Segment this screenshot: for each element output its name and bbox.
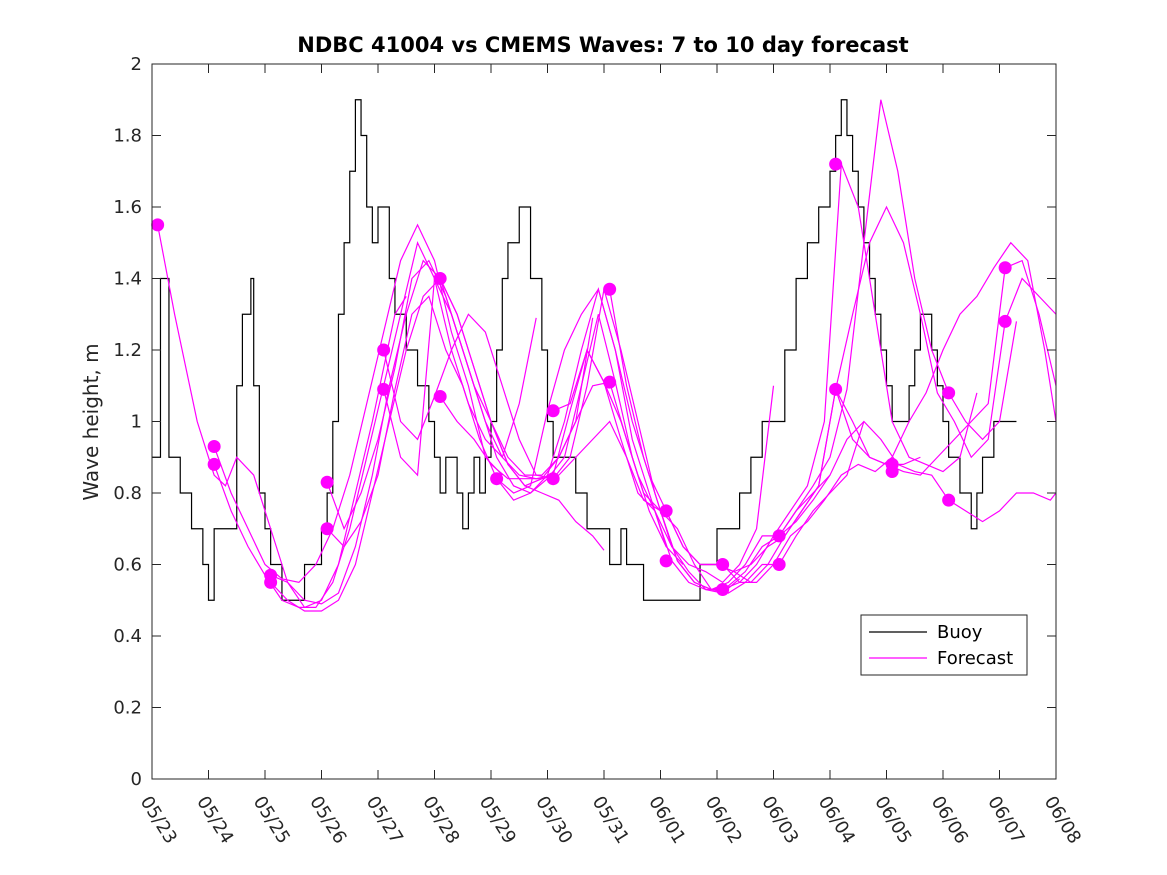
forecast-start-marker — [320, 475, 334, 489]
y-tick-label: 0.4 — [113, 626, 142, 647]
forecast-start-marker — [829, 382, 843, 396]
forecast-start-marker — [716, 558, 730, 571]
forecast-start-marker — [659, 504, 673, 518]
y-tick-label: 0.2 — [113, 698, 142, 719]
y-axis-label: Wave height, m — [79, 343, 103, 500]
forecast-line-9 — [383, 276, 775, 584]
forecast-line-18 — [835, 259, 1057, 476]
forecast-start-marker — [942, 386, 956, 400]
y-tick-label: 2 — [131, 54, 142, 75]
forecast-start-marker — [942, 493, 956, 507]
forecast-start-marker — [377, 343, 391, 357]
forecast-start-marker — [998, 261, 1012, 275]
forecast-start-marker — [433, 272, 447, 285]
forecast-start-marker — [151, 218, 165, 232]
forecast-start-marker — [377, 382, 391, 396]
legend-label-forecast: Forecast — [937, 648, 1013, 669]
forecast-line-17 — [778, 420, 1057, 537]
forecast-start-marker — [659, 554, 673, 568]
legend-box — [860, 614, 1028, 676]
forecast-start-marker — [716, 583, 730, 597]
y-tick-label: 0.8 — [113, 483, 142, 504]
forecast-line-2 — [213, 223, 503, 584]
y-tick-label: 1.2 — [113, 340, 142, 361]
forecast-line-15 — [665, 205, 1057, 573]
forecast-start-marker — [546, 404, 560, 418]
forecast-line-16 — [722, 241, 1057, 583]
forecast-start-marker — [772, 529, 786, 543]
forecast-start-marker — [264, 575, 278, 589]
forecast-line-7 — [326, 295, 684, 565]
buoy-series-line — [152, 99, 1017, 601]
forecast-start-marker — [603, 282, 617, 296]
forecast-start-marker — [320, 522, 334, 536]
y-tick-label: 0.6 — [113, 555, 142, 576]
forecast-start-marker — [603, 375, 617, 389]
y-tick-label: 1 — [131, 412, 142, 433]
legend-label-buoy: Buoy — [937, 622, 983, 643]
y-tick-label: 0 — [131, 769, 142, 790]
forecast-start-marker — [433, 389, 447, 403]
forecast-start-marker — [207, 457, 221, 471]
y-tick-label: 1.4 — [113, 269, 142, 290]
forecast-line-8 — [383, 289, 740, 594]
y-tick-label: 1.6 — [113, 197, 142, 218]
forecast-start-marker — [829, 157, 843, 171]
forecast-start-marker — [772, 558, 786, 571]
forecast-start-marker — [546, 472, 560, 486]
chart-title: NDBC 41004 vs CMEMS Waves: 7 to 10 day f… — [297, 33, 908, 57]
forecast-start-marker — [207, 440, 221, 454]
forecast-start-marker — [490, 472, 504, 486]
y-tick-label: 1.8 — [113, 126, 142, 147]
forecast-start-marker — [998, 314, 1012, 328]
forecast-start-marker — [885, 465, 899, 479]
